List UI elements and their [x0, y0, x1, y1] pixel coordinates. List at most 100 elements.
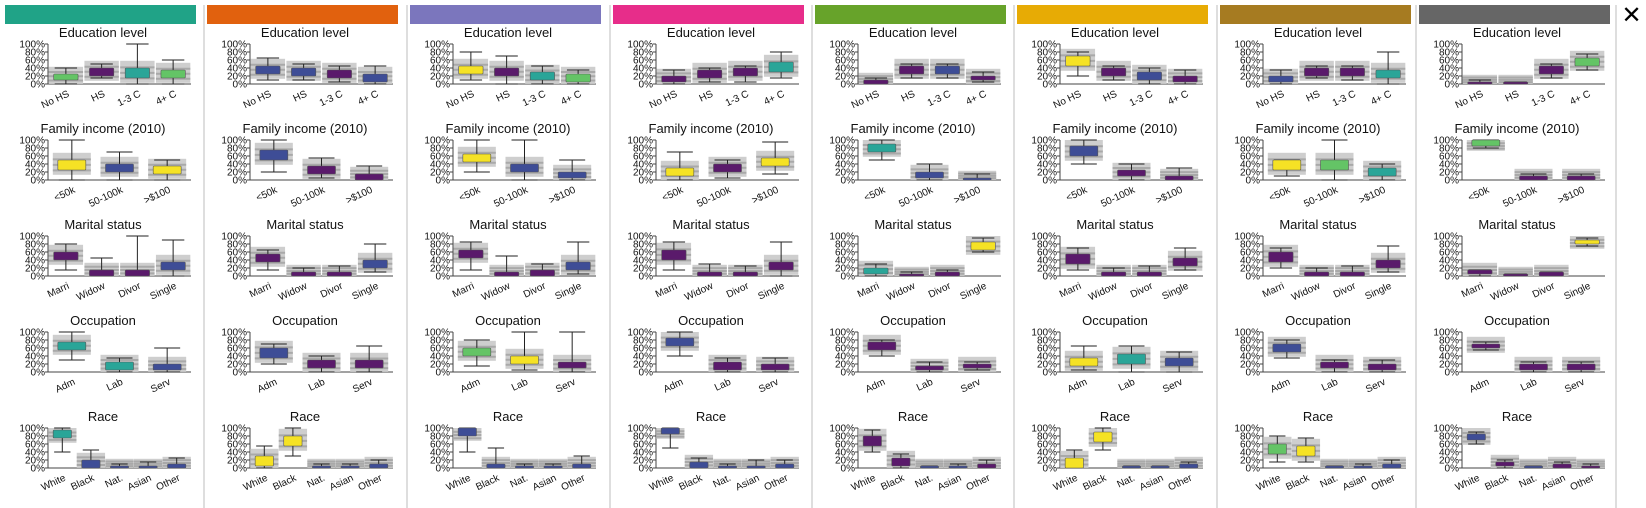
category-label: Lab: [1117, 377, 1137, 394]
y-tick-label: 40%: [633, 160, 653, 171]
y-tick-label: 0%: [1043, 176, 1058, 187]
y-tick-label: 100%: [627, 328, 653, 339]
close-icon[interactable]: ✕: [1621, 0, 1642, 29]
y-tick-label: 40%: [835, 352, 855, 363]
y-tick-label: 100%: [1031, 328, 1057, 339]
close-button[interactable]: ✕: [1617, 0, 1646, 29]
box: [1320, 361, 1349, 369]
y-tick-label: 0%: [1445, 272, 1460, 283]
box: [713, 163, 742, 173]
box: [565, 73, 591, 83]
y-tick-label: 0%: [436, 272, 451, 283]
y-tick-label: 80%: [227, 48, 247, 59]
box: [494, 67, 520, 77]
category-label: Adm: [459, 377, 482, 396]
category-label: Serv: [554, 377, 577, 396]
y-tick-label: 0%: [436, 464, 451, 475]
category-label: 50-100k: [695, 184, 733, 210]
y-tick-label: 0%: [31, 80, 46, 91]
box: [53, 73, 79, 81]
box: [867, 143, 897, 153]
box: [124, 67, 150, 79]
category-label: HS: [1504, 89, 1522, 105]
panel-occupation: Occupation 100%80%60%40%20%0% Adm Lab Serv: [221, 313, 393, 395]
y-tick-label: 0%: [436, 80, 451, 91]
category-label: Other: [357, 472, 385, 493]
panel-title: Occupation: [678, 313, 744, 328]
y-tick-label: 40%: [835, 160, 855, 171]
category-label: Nat.: [1517, 473, 1538, 491]
panel-occupation: Occupation 100%80%60%40%20%0% Adm Lab Serv: [1031, 313, 1203, 395]
y-tick-label: 20%: [1439, 72, 1459, 83]
y-tick-label: 80%: [25, 144, 45, 155]
category-label: Black: [474, 472, 502, 493]
box: [510, 355, 539, 365]
y-tick-label: 80%: [227, 144, 247, 155]
category-label: Adm: [1269, 377, 1292, 396]
y-tick-label: 0%: [1445, 368, 1460, 379]
y-tick-label: 80%: [1439, 48, 1459, 59]
category-label: Lab: [105, 377, 125, 394]
y-tick-label: 40%: [227, 160, 247, 171]
category-label: White: [1454, 473, 1482, 494]
y-tick-label: 80%: [835, 48, 855, 59]
y-tick-label: 100%: [1433, 232, 1459, 243]
box: [760, 363, 790, 371]
box: [1122, 465, 1141, 469]
y-tick-label: 60%: [835, 56, 855, 67]
y-tick-label: 40%: [430, 64, 450, 75]
category-label: <50k: [1467, 184, 1492, 204]
category-label: Marri: [451, 281, 476, 301]
y-tick-label: 60%: [1037, 152, 1057, 163]
y-tick-label: 20%: [1037, 168, 1057, 179]
box: [1117, 169, 1146, 177]
category-label: Nat.: [1115, 473, 1136, 491]
category-label: 1-3 C: [926, 89, 953, 109]
box: [105, 163, 134, 173]
panel-family-income-2010-: Family income (2010)100%80%60%40%20%0% <5…: [424, 121, 596, 210]
category-label: <50k: [255, 184, 280, 204]
y-tick-label: 80%: [1037, 432, 1057, 443]
y-tick-label: 100%: [627, 40, 653, 51]
y-tick-label: 40%: [430, 160, 450, 171]
box: [354, 173, 384, 181]
y-tick-label: 0%: [841, 368, 856, 379]
box: [863, 267, 889, 275]
box: [1272, 159, 1302, 171]
y-tick-label: 80%: [1037, 144, 1057, 155]
panel-education-level: Education level 100%80%60%40%20%0%No HS HS…: [221, 25, 393, 111]
category-label: Marri: [1058, 281, 1083, 301]
panel-title: Race: [898, 409, 928, 424]
box: [57, 341, 87, 351]
category-label: Serv: [959, 377, 982, 396]
panel-title: Race: [1502, 409, 1532, 424]
category-label: Widow: [1290, 280, 1323, 303]
category-label: <50k: [1065, 184, 1090, 204]
y-tick-label: 60%: [430, 248, 450, 259]
box: [557, 361, 587, 369]
box: [1552, 463, 1572, 469]
y-tick-label: 100%: [829, 232, 855, 243]
box: [867, 341, 897, 351]
box: [915, 171, 944, 179]
y-tick-label: 40%: [835, 256, 855, 267]
category-label: Widow: [683, 280, 716, 303]
box: [105, 361, 134, 371]
box: [1538, 65, 1564, 75]
y-tick-label: 20%: [835, 360, 855, 371]
box: [948, 465, 968, 469]
y-tick-label: 0%: [841, 272, 856, 283]
panel-race: Race 100%80%60%40%20%0%White Black Nat. Asia…: [829, 409, 1001, 494]
y-tick-label: 100%: [19, 136, 45, 147]
y-tick-label: 60%: [835, 344, 855, 355]
panel-marital-status: Marital status 100%80%60%40%20%0%Marri Wid…: [19, 217, 191, 303]
y-tick-label: 100%: [424, 328, 450, 339]
y-tick-label: 100%: [1234, 328, 1260, 339]
y-tick-label: 60%: [227, 248, 247, 259]
category-label: 4+ C: [356, 89, 380, 108]
category-label: 1-3 C: [521, 89, 548, 109]
category-label: Adm: [662, 377, 685, 396]
box: [565, 261, 591, 271]
y-tick-label: 80%: [1439, 432, 1459, 443]
